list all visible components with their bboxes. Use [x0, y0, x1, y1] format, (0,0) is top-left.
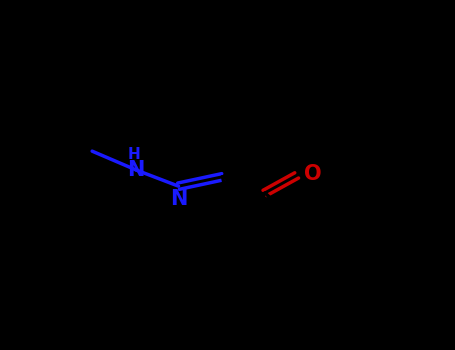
Text: N: N	[170, 189, 187, 209]
Text: O: O	[304, 164, 321, 184]
Text: N: N	[127, 160, 145, 180]
Text: H: H	[127, 147, 140, 162]
